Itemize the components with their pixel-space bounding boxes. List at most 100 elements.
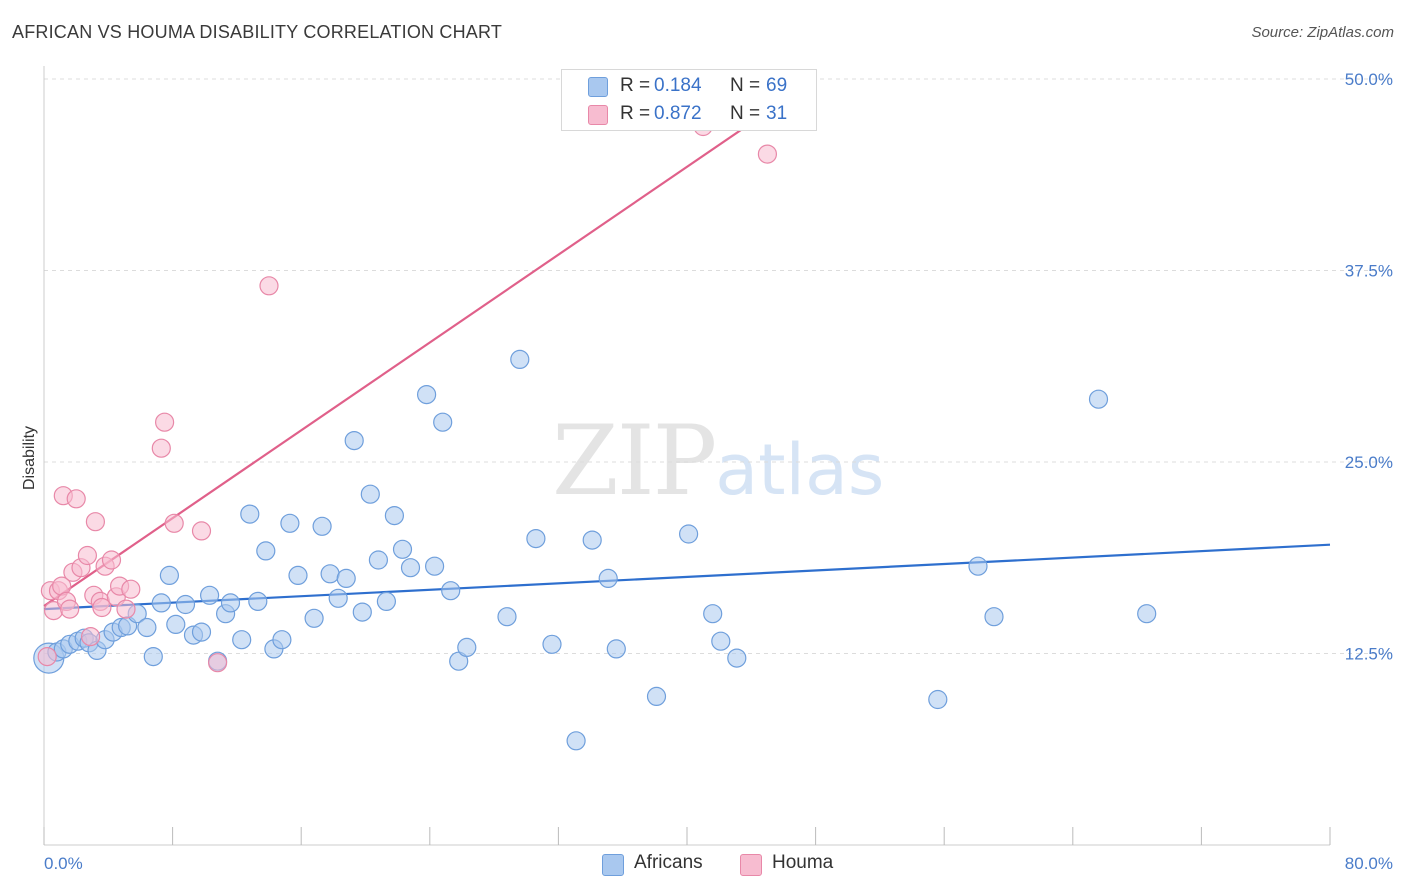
data-point-africans <box>376 591 396 612</box>
data-point-africans <box>727 648 747 668</box>
bottom-legend-label-africans: Africans <box>634 852 703 873</box>
data-point-africans <box>928 689 948 710</box>
data-point-houma <box>80 626 101 647</box>
legend-r-label: R = <box>620 75 651 96</box>
data-point-africans <box>368 550 388 570</box>
source-credit: Source: ZipAtlas.com <box>1251 24 1394 41</box>
legend-r-value: 0.872 <box>654 103 702 124</box>
legend-n-label: N = <box>730 103 761 124</box>
legend-n-value: 69 <box>766 75 788 96</box>
tick-labels: 12.5% 25.0% 37.5% 50.0% 0.0% 80.0% <box>44 70 1393 873</box>
data-point-africans <box>598 568 618 589</box>
data-point-houma <box>101 550 122 570</box>
bottom-legend-swatch-houma <box>740 854 762 876</box>
data-point-africans <box>166 614 186 635</box>
data-point-africans <box>137 617 157 638</box>
series-africans <box>33 349 1157 751</box>
data-point-africans <box>360 484 380 504</box>
data-point-africans <box>1088 389 1109 409</box>
bottom-legend-label-houma: Houma <box>772 852 834 873</box>
y-tick-label: 50.0% <box>1345 70 1393 89</box>
data-point-africans <box>417 385 437 405</box>
legend-row-houma: R = 0.872 N = 31 <box>562 101 816 129</box>
data-point-africans <box>510 349 530 369</box>
data-point-africans <box>336 568 356 589</box>
data-point-africans <box>497 607 517 627</box>
data-point-africans <box>646 686 667 707</box>
data-point-africans <box>711 631 731 651</box>
legend-row-africans: R = 0.184 N = 69 <box>562 73 816 101</box>
data-points <box>33 116 1157 751</box>
data-point-houma <box>155 412 175 432</box>
legend-r-value: 0.184 <box>654 75 702 96</box>
data-point-africans <box>352 602 372 622</box>
data-point-africans <box>526 528 546 549</box>
data-point-africans <box>200 585 220 605</box>
y-tick-label: 12.5% <box>1345 645 1393 664</box>
data-point-houma <box>757 144 778 164</box>
data-point-africans <box>256 541 276 561</box>
data-point-africans <box>1137 604 1157 624</box>
y-tick-label: 37.5% <box>1345 262 1393 281</box>
data-point-africans <box>191 622 212 642</box>
data-point-africans <box>159 565 179 586</box>
data-point-africans <box>606 639 626 659</box>
axes <box>43 66 1331 846</box>
watermark: ZIPatlas <box>552 405 884 517</box>
data-point-africans <box>312 516 332 536</box>
chart-title: AFRICAN VS HOUMA DISABILITY CORRELATION … <box>12 22 503 42</box>
data-point-houma <box>164 513 184 533</box>
data-point-houma <box>92 597 112 618</box>
data-point-africans <box>272 630 292 650</box>
data-point-africans <box>968 556 988 576</box>
data-point-africans <box>542 634 562 654</box>
data-point-africans <box>582 530 602 550</box>
data-point-africans <box>703 604 723 624</box>
data-point-houma <box>116 599 136 619</box>
series-houma <box>37 116 778 673</box>
data-point-houma <box>60 599 80 619</box>
y-tick-label: 25.0% <box>1345 453 1393 472</box>
legend-r-label: R = <box>620 103 651 124</box>
data-point-africans <box>344 431 364 451</box>
data-point-houma <box>37 646 57 667</box>
data-point-africans <box>984 607 1004 627</box>
x-tick-label-min: 0.0% <box>44 854 83 873</box>
data-point-africans <box>151 593 171 613</box>
data-point-africans <box>392 539 413 559</box>
legend-n-label: N = <box>730 75 761 96</box>
data-point-africans <box>441 581 461 601</box>
data-point-houma <box>121 579 141 599</box>
data-point-africans <box>143 646 163 667</box>
legend-n-value: 31 <box>766 103 788 124</box>
data-point-africans <box>280 513 300 533</box>
legend-swatch-houma <box>588 105 608 125</box>
legend-box: R = 0.184 N = 69 R = 0.872 N = 31 <box>561 69 817 131</box>
data-point-africans <box>288 565 308 586</box>
data-point-africans <box>320 564 340 584</box>
y-axis-label: Disability <box>21 426 38 490</box>
data-point-africans <box>425 556 445 576</box>
grid-lines <box>44 78 1395 654</box>
data-point-houma <box>77 545 98 566</box>
data-point-africans <box>566 731 586 751</box>
legend-swatch-africans <box>588 77 608 97</box>
data-point-houma <box>191 521 212 541</box>
data-point-africans <box>175 594 196 615</box>
data-point-africans <box>220 593 241 613</box>
watermark-zip: ZIP <box>552 405 717 517</box>
trend-line-houma <box>43 78 817 607</box>
x-tick-label-max: 80.0% <box>1345 854 1393 873</box>
data-point-africans <box>457 637 477 658</box>
data-point-africans <box>232 630 252 650</box>
data-point-houma <box>208 653 228 673</box>
data-point-houma <box>151 438 171 458</box>
watermark-atlas: atlas <box>715 429 885 511</box>
data-point-africans <box>248 591 268 612</box>
data-point-houma <box>85 512 106 532</box>
data-point-africans <box>328 588 348 608</box>
data-point-africans <box>384 505 404 526</box>
bottom-legend-swatch-africans <box>602 854 624 876</box>
data-point-africans <box>433 412 453 432</box>
